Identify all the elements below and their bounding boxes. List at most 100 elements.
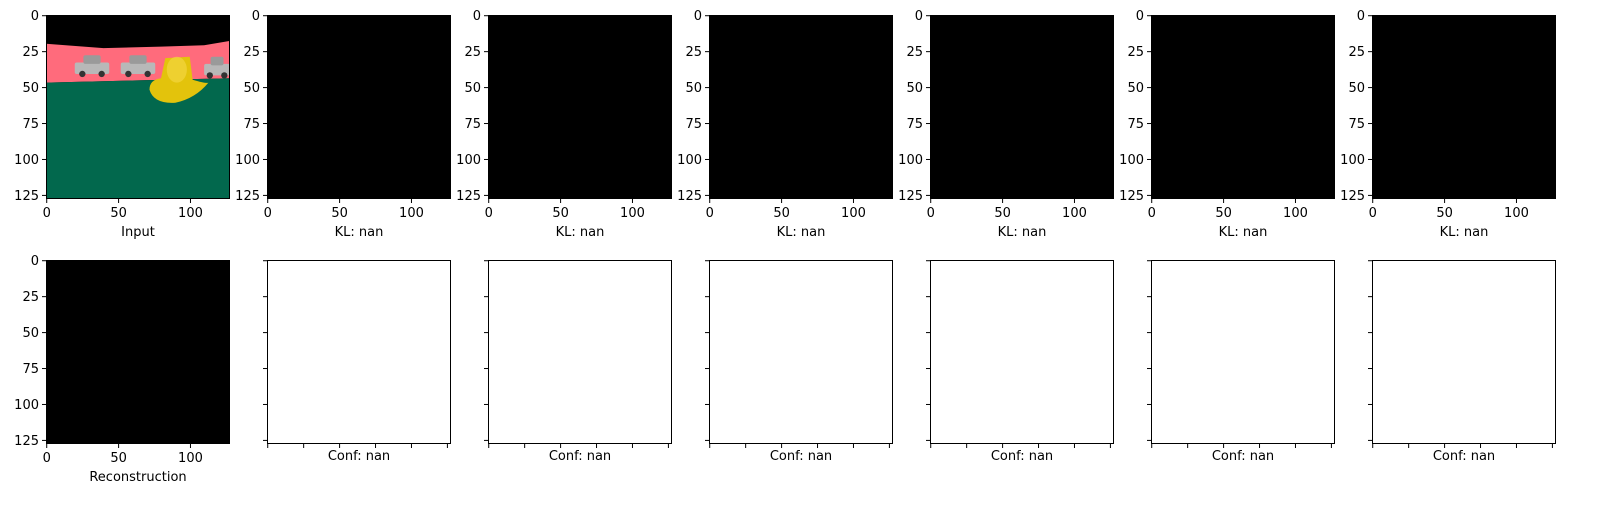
y-tick-label: 75 (1348, 117, 1365, 132)
y-tick-label: 0 (473, 9, 481, 24)
y-tick-label: 100 (1340, 153, 1365, 168)
y-tick-label: 0 (915, 9, 923, 24)
axes-frame (1372, 15, 1556, 199)
axis-xlabel: KL: nan (335, 225, 384, 240)
y-tick-label: 125 (1340, 189, 1365, 204)
axis-xlabel: Reconstruction (89, 470, 186, 485)
ground-region (46, 78, 230, 199)
x-tick-label: 50 (1436, 206, 1453, 221)
y-tick-label: 125 (898, 189, 923, 204)
image-empty (1372, 260, 1556, 444)
car-roof (210, 56, 224, 66)
axes-frame (1151, 15, 1335, 199)
y-tick-label: 25 (1348, 45, 1365, 60)
y-tick-label: 25 (243, 45, 260, 60)
subplot-1-1: Conf: nan (263, 260, 451, 464)
y-tick-label: 0 (31, 254, 39, 269)
axis-xlabel: KL: nan (1440, 225, 1489, 240)
image-black (1372, 15, 1556, 199)
y-tick-label: 50 (464, 81, 481, 96)
image-black (930, 15, 1114, 199)
axes-frame (46, 260, 230, 444)
y-tick-label: 0 (1136, 9, 1144, 24)
car-wheel (144, 70, 151, 78)
y-tick-label: 25 (906, 45, 923, 60)
subplot-0-1: 0 25 50 75 100 125 0 50 100 KL: nan (235, 9, 451, 240)
car-wheel (98, 70, 105, 78)
image-black (709, 15, 893, 199)
x-tick-label: 0 (927, 206, 935, 221)
y-tick-label: 25 (464, 45, 481, 60)
image-empty (709, 260, 893, 444)
axes-frame (930, 15, 1114, 199)
axis-xlabel: Conf: nan (991, 449, 1053, 464)
x-tick-label: 0 (43, 206, 51, 221)
x-tick-label: 100 (178, 206, 203, 221)
y-tick-label: 75 (906, 117, 923, 132)
x-tick-label: 100 (620, 206, 645, 221)
x-tick-label: 50 (331, 206, 348, 221)
y-tick-label: 50 (22, 81, 39, 96)
x-tick-label: 50 (773, 206, 790, 221)
x-tick-label: 100 (399, 206, 424, 221)
image-empty (488, 260, 672, 444)
axis-xlabel: KL: nan (1219, 225, 1268, 240)
y-tick-label: 75 (464, 117, 481, 132)
subplot-0-6: 0 25 50 75 100 125 0 50 100 KL: nan (1340, 9, 1556, 240)
x-tick-label: 0 (706, 206, 714, 221)
axis-xlabel: KL: nan (556, 225, 605, 240)
axis-xlabel: KL: nan (777, 225, 826, 240)
y-tick-label: 0 (694, 9, 702, 24)
axes-frame (1372, 260, 1556, 444)
image-black (46, 260, 230, 444)
subplot-0-5: 0 25 50 75 100 125 0 50 100 KL: nan (1119, 9, 1335, 240)
y-tick-label: 125 (456, 189, 481, 204)
car-wheel (206, 72, 213, 79)
x-tick-label: 100 (178, 451, 203, 466)
y-tick-label: 75 (1127, 117, 1144, 132)
axes-frame (267, 15, 451, 199)
x-tick-label: 50 (552, 206, 569, 221)
subplot-0-4: 0 25 50 75 100 125 0 50 100 KL: nan (898, 9, 1114, 240)
subplot-0-3: 0 25 50 75 100 125 0 50 100 KL: nan (677, 9, 893, 240)
axis-xlabel: KL: nan (998, 225, 1047, 240)
y-tick-label: 75 (22, 117, 39, 132)
x-tick-label: 50 (110, 206, 127, 221)
y-tick-label: 50 (685, 81, 702, 96)
y-tick-label: 25 (685, 45, 702, 60)
x-tick-label: 0 (43, 451, 51, 466)
x-tick-label: 100 (841, 206, 866, 221)
subplot-0-0: 0 25 50 75 100 125 0 50 100 Input (14, 9, 230, 240)
y-tick-label: 100 (1119, 153, 1144, 168)
car-wheel (221, 72, 228, 79)
axis-xlabel: Conf: nan (1433, 449, 1495, 464)
x-tick-label: 0 (264, 206, 272, 221)
y-tick-label: 25 (22, 45, 39, 60)
y-tick-label: 0 (1357, 9, 1365, 24)
y-tick-label: 100 (14, 398, 39, 413)
axis-xlabel: Input (121, 225, 155, 240)
subplot-1-0: 0 25 50 75 100 125 0 50 100 Reconstruction (14, 254, 230, 485)
axes-frame (1151, 260, 1335, 444)
x-tick-label: 50 (1215, 206, 1232, 221)
y-tick-label: 50 (1127, 81, 1144, 96)
axes-frame (709, 15, 893, 199)
image-black (488, 15, 672, 199)
y-tick-label: 125 (677, 189, 702, 204)
y-tick-label: 100 (898, 153, 923, 168)
axes-frame (709, 260, 893, 444)
axis-xlabel: Conf: nan (549, 449, 611, 464)
car-wheel (125, 70, 132, 78)
y-tick-label: 125 (235, 189, 260, 204)
y-tick-label: 75 (22, 362, 39, 377)
x-tick-label: 50 (994, 206, 1011, 221)
subplot-1-6: Conf: nan (1368, 260, 1556, 464)
subplot-1-2: Conf: nan (484, 260, 672, 464)
axes-frame (46, 15, 230, 199)
y-tick-label: 25 (22, 290, 39, 305)
subplot-1-4: Conf: nan (926, 260, 1114, 464)
image-black (1151, 15, 1335, 199)
x-tick-label: 0 (485, 206, 493, 221)
y-tick-label: 75 (685, 117, 702, 132)
